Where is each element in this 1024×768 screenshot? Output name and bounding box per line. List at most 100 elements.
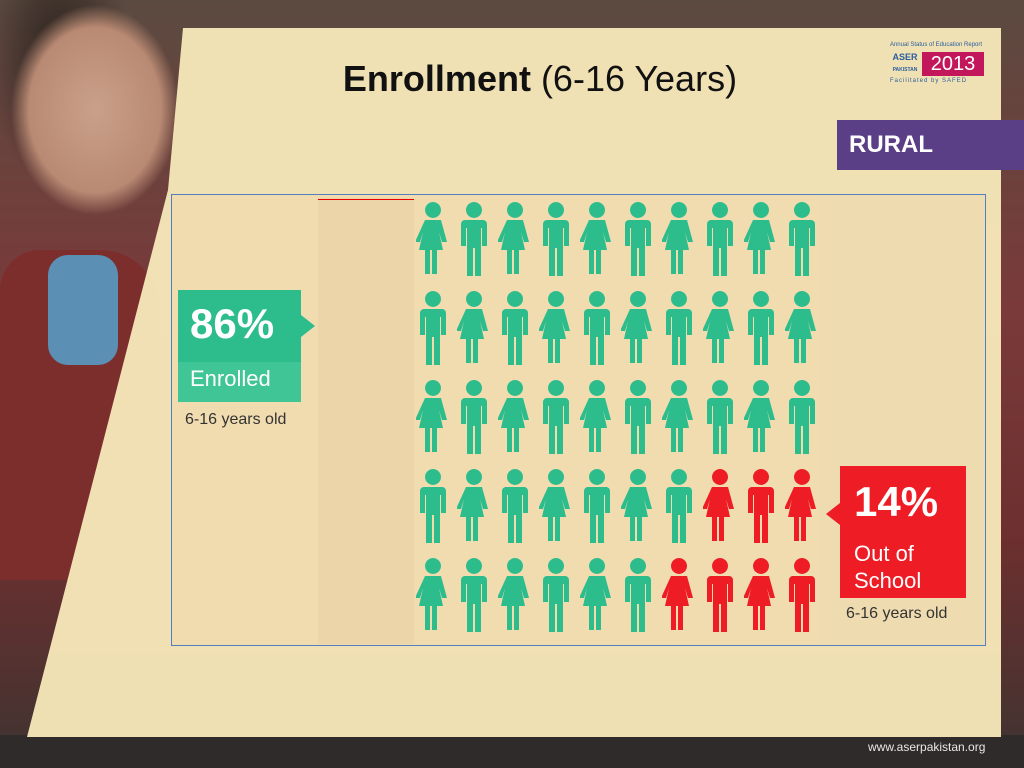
enrolled-callout	[178, 290, 301, 362]
boy-out-of-school-icon	[707, 558, 733, 632]
logo-facilitated: Facilitated by SAFED	[890, 78, 968, 84]
infographic-column-shade	[318, 198, 414, 644]
girl-enrolled-icon	[662, 380, 693, 452]
figure-shape	[789, 558, 815, 632]
figure-shape	[457, 469, 488, 541]
figure-shape	[580, 558, 611, 630]
figure-shape	[580, 202, 611, 274]
girl-out-of-school-icon	[744, 558, 775, 630]
girl-enrolled-icon	[539, 469, 570, 541]
girl-enrolled-icon	[416, 558, 447, 630]
boy-enrolled-icon	[461, 202, 487, 276]
boy-enrolled-icon	[789, 380, 815, 454]
boy-enrolled-icon	[707, 380, 733, 454]
figure-shape	[662, 558, 693, 630]
figure-shape	[543, 202, 569, 276]
red-divider-line	[318, 199, 414, 200]
figure-shape	[785, 291, 816, 363]
boy-enrolled-icon	[625, 380, 651, 454]
figure-shape	[416, 558, 447, 630]
boy-enrolled-icon	[420, 469, 446, 543]
girl-enrolled-icon	[662, 202, 693, 274]
girl-enrolled-icon	[580, 558, 611, 630]
out-of-school-label: Out of School	[854, 541, 922, 593]
figure-shape	[580, 380, 611, 452]
boy-enrolled-icon	[789, 202, 815, 276]
boy-out-of-school-icon	[748, 469, 774, 543]
figure-shape	[707, 558, 733, 632]
girl-out-of-school-icon	[703, 469, 734, 541]
figure-shape	[625, 558, 651, 632]
girl-enrolled-icon	[785, 291, 816, 363]
girl-enrolled-icon	[498, 558, 529, 630]
girl-enrolled-icon	[580, 202, 611, 274]
girl-out-of-school-icon	[785, 469, 816, 541]
girl-enrolled-icon	[457, 469, 488, 541]
figure-shape	[666, 469, 692, 543]
boy-out-of-school-icon	[789, 558, 815, 632]
figure-shape	[584, 291, 610, 365]
figure-shape	[543, 380, 569, 454]
figure-shape	[461, 558, 487, 632]
figure-shape	[621, 291, 652, 363]
boy-enrolled-icon	[584, 469, 610, 543]
out-of-school-percent: 14%	[854, 478, 939, 525]
website-url: www.aserpakistan.org	[868, 740, 986, 754]
girl-enrolled-icon	[744, 202, 775, 274]
girl-enrolled-icon	[580, 380, 611, 452]
enrolled-label: Enrolled	[190, 366, 271, 391]
boy-enrolled-icon	[625, 202, 651, 276]
girl-enrolled-icon	[457, 291, 488, 363]
figure-shape	[543, 558, 569, 632]
boy-enrolled-icon	[748, 291, 774, 365]
figure-shape	[461, 202, 487, 276]
figure-shape	[703, 469, 734, 541]
figure-shape	[461, 380, 487, 454]
boy-enrolled-icon	[666, 469, 692, 543]
girl-enrolled-icon	[498, 380, 529, 452]
figure-shape	[502, 291, 528, 365]
figure-shape	[539, 291, 570, 363]
girl-enrolled-icon	[744, 380, 775, 452]
enrolled-percent: 86%	[190, 300, 275, 347]
logo-year: 2013	[922, 52, 984, 76]
footer-strip	[0, 735, 1024, 768]
logo-brand-text: ASER	[892, 52, 918, 62]
boy-enrolled-icon	[461, 558, 487, 632]
boy-enrolled-icon	[502, 469, 528, 543]
boy-enrolled-icon	[584, 291, 610, 365]
figure-shape	[707, 202, 733, 276]
figure-shape	[748, 469, 774, 543]
out-of-school-age-note: 6-16 years old	[846, 605, 948, 622]
boy-enrolled-icon	[543, 380, 569, 454]
figure-shape	[785, 469, 816, 541]
boy-enrolled-icon	[543, 202, 569, 276]
boy-enrolled-icon	[707, 202, 733, 276]
figure-shape	[744, 558, 775, 630]
logo-brand: ASER PAKISTAN	[890, 52, 920, 74]
figure-shape	[621, 469, 652, 541]
figure-shape	[584, 469, 610, 543]
figure-shape	[498, 202, 529, 274]
figure-shape	[666, 291, 692, 365]
figure-shape	[789, 380, 815, 454]
figure-shape	[416, 202, 447, 274]
logo-tagline: Annual Status of Education Report	[889, 42, 983, 48]
out-of-school-label-box	[840, 538, 966, 598]
figure-shape	[498, 380, 529, 452]
boy-enrolled-icon	[502, 291, 528, 365]
figure-shape	[539, 469, 570, 541]
figure-shape	[502, 469, 528, 543]
boy-enrolled-icon	[543, 558, 569, 632]
boy-enrolled-icon	[666, 291, 692, 365]
figure-shape	[707, 380, 733, 454]
aser-logo: Annual Status of Education Report ASER P…	[886, 42, 988, 90]
region-badge: RURAL	[837, 120, 1024, 170]
figure-shape	[748, 291, 774, 365]
pictogram-grid	[414, 196, 824, 644]
girl-enrolled-icon	[703, 291, 734, 363]
boy-enrolled-icon	[461, 380, 487, 454]
girl-enrolled-icon	[416, 380, 447, 452]
figure-shape	[416, 380, 447, 452]
figure-shape	[789, 202, 815, 276]
